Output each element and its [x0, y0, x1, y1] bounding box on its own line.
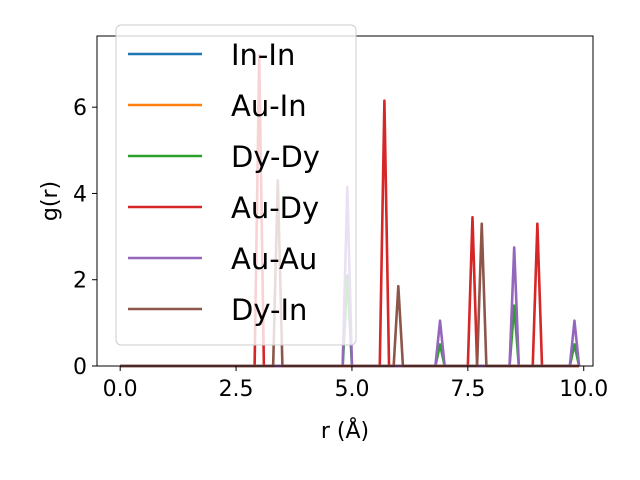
legend-label: Dy-In	[231, 293, 307, 327]
x-tick-label: 5.0	[334, 377, 369, 402]
y-tick-label: 6	[73, 96, 87, 121]
legend-label: Au-Dy	[231, 191, 319, 225]
x-tick-label: 2.5	[219, 377, 254, 402]
y-tick-label: 2	[73, 269, 87, 294]
legend-label: Au-In	[231, 89, 307, 123]
legend-label: Dy-Dy	[231, 140, 320, 174]
x-tick-label: 0.0	[103, 377, 138, 402]
x-axis-label: r (Å)	[321, 417, 369, 444]
y-axis-ticks: 0 2 4 6	[73, 96, 97, 380]
y-tick-label: 4	[73, 182, 87, 207]
legend-label: Au-Au	[231, 242, 317, 276]
y-tick-label: 0	[73, 355, 87, 380]
legend: In-In Au-In Dy-Dy Au-Dy Au-Au Dy-In	[115, 24, 357, 346]
x-axis-ticks: 0.0 2.5 5.0 7.5 10.0	[103, 366, 608, 402]
y-axis-label: g(r)	[38, 181, 63, 221]
x-tick-label: 7.5	[450, 377, 485, 402]
legend-label: In-In	[231, 38, 295, 72]
x-tick-label: 10.0	[559, 377, 608, 402]
